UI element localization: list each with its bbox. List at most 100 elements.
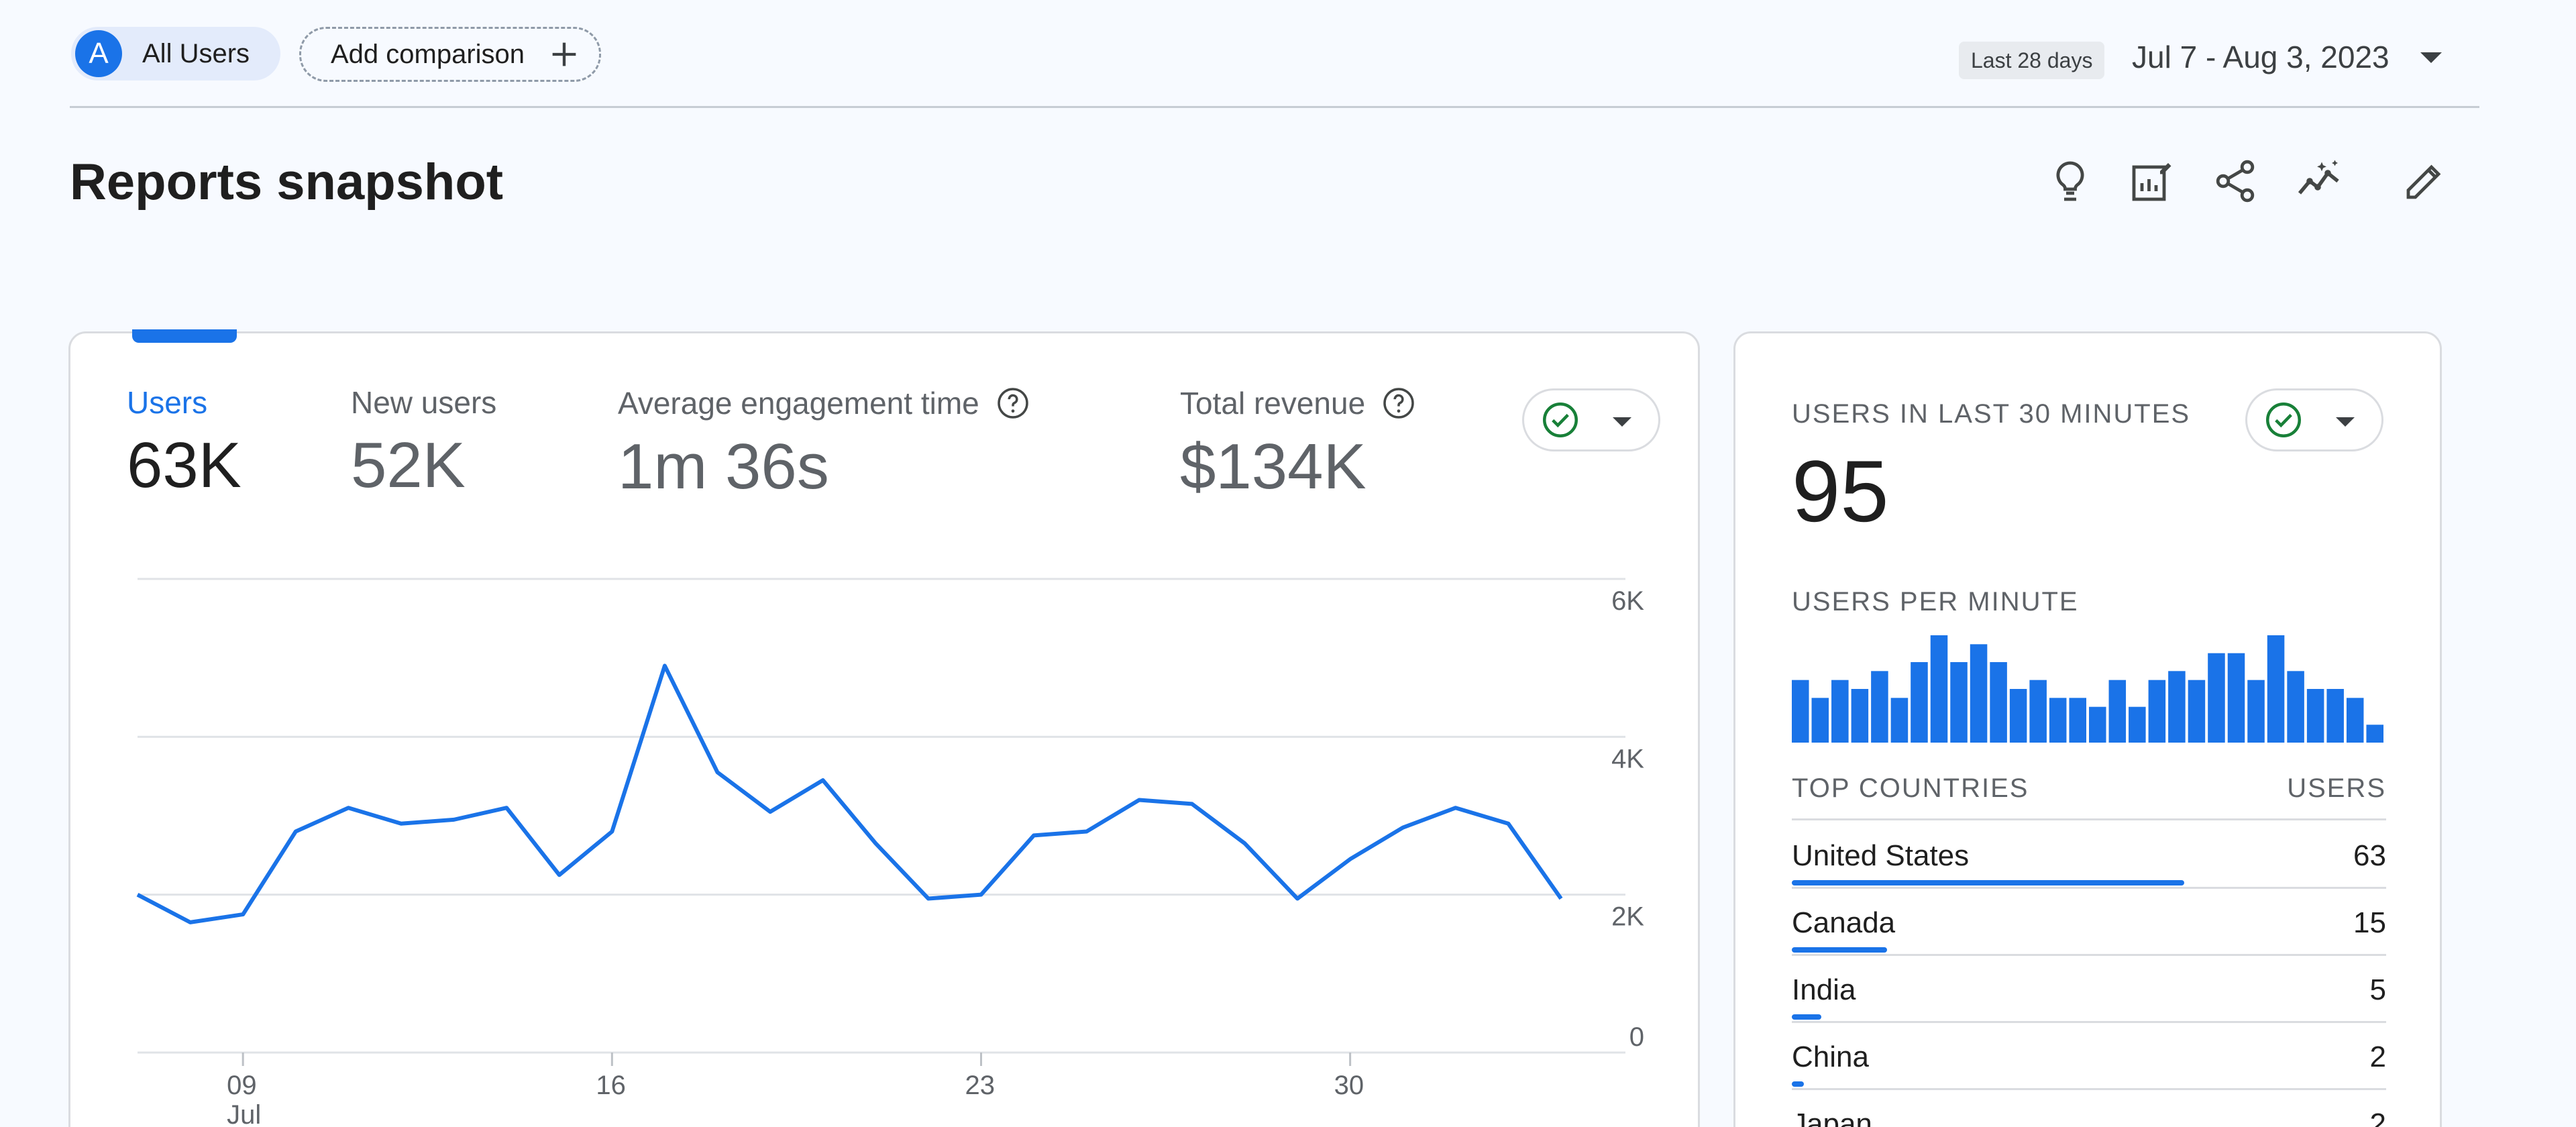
users-data-point[interactable] bbox=[340, 800, 356, 816]
edit-icon[interactable] bbox=[2396, 153, 2453, 209]
top-countries-header: TOP COUNTRIES USERS bbox=[1792, 773, 2386, 820]
users-data-point[interactable] bbox=[446, 812, 462, 828]
metric-label: New users bbox=[351, 385, 497, 420]
metric-tab-users[interactable]: Users 63K bbox=[127, 384, 241, 502]
country-share-bar bbox=[1792, 1081, 1804, 1087]
users-data-point[interactable] bbox=[129, 887, 146, 903]
per-minute-bar[interactable] bbox=[2148, 680, 2166, 743]
users-data-point[interactable] bbox=[604, 824, 620, 840]
per-minute-bar[interactable] bbox=[2247, 680, 2265, 743]
metric-tab-total-revenue[interactable]: Total revenue $134K bbox=[1180, 384, 1417, 504]
per-minute-bar[interactable] bbox=[2227, 653, 2245, 743]
y-tick-label: 6K bbox=[1611, 586, 1644, 616]
segment-chip-all-users[interactable]: A All Users bbox=[71, 27, 280, 80]
metric-tab-new-users[interactable]: New users 52K bbox=[351, 384, 496, 502]
country-name: China bbox=[1792, 1040, 1869, 1073]
users-data-point[interactable] bbox=[1289, 891, 1305, 907]
users-data-point[interactable] bbox=[657, 657, 673, 674]
users-data-point[interactable] bbox=[1236, 835, 1252, 851]
per-minute-bar[interactable] bbox=[2326, 689, 2344, 743]
users-data-point[interactable] bbox=[762, 804, 778, 820]
users-data-point[interactable] bbox=[867, 835, 883, 851]
users-data-point[interactable] bbox=[1448, 800, 1464, 816]
date-range-picker[interactable]: Jul 7 - Aug 3, 2023 bbox=[2132, 40, 2390, 74]
country-users: 63 bbox=[2353, 839, 2386, 872]
per-minute-bar[interactable] bbox=[1970, 644, 1988, 743]
users-data-point[interactable] bbox=[920, 891, 936, 907]
country-row[interactable]: Canada 15 bbox=[1792, 889, 2386, 956]
country-row[interactable]: India 5 bbox=[1792, 956, 2386, 1023]
per-minute-bar[interactable] bbox=[2306, 689, 2324, 743]
per-minute-bar[interactable] bbox=[2029, 680, 2047, 743]
add-comparison-button[interactable]: Add comparison bbox=[299, 27, 601, 82]
insights-icon[interactable] bbox=[2292, 153, 2348, 209]
users-data-point[interactable] bbox=[1131, 792, 1147, 808]
per-minute-bar[interactable] bbox=[1930, 635, 1948, 743]
share-icon[interactable] bbox=[2207, 153, 2263, 209]
metric-value: 1m 36s bbox=[618, 431, 829, 502]
per-minute-bar[interactable] bbox=[1950, 662, 1968, 743]
realtime-caption: USERS IN LAST 30 MINUTES bbox=[1792, 399, 2191, 429]
users-data-point[interactable] bbox=[1184, 796, 1200, 812]
per-minute-bar[interactable] bbox=[2049, 698, 2067, 743]
users-data-point[interactable] bbox=[1079, 824, 1095, 840]
per-minute-bar[interactable] bbox=[1831, 680, 1849, 743]
users-data-point[interactable] bbox=[1026, 827, 1042, 843]
per-minute-bar[interactable] bbox=[2168, 671, 2186, 743]
per-minute-bar[interactable] bbox=[1811, 698, 1829, 743]
data-quality-dropdown[interactable] bbox=[1522, 388, 1660, 451]
per-minute-bar[interactable] bbox=[1792, 680, 1809, 743]
help-icon[interactable] bbox=[994, 384, 1032, 422]
users-data-point[interactable] bbox=[235, 906, 251, 922]
country-row[interactable]: Japan 2 bbox=[1792, 1090, 2386, 1127]
per-minute-bar[interactable] bbox=[2069, 698, 2086, 743]
per-minute-bar[interactable] bbox=[2366, 724, 2383, 743]
per-minute-bar[interactable] bbox=[1871, 671, 1888, 743]
per-minute-bar[interactable] bbox=[2129, 706, 2146, 743]
per-minute-bar[interactable] bbox=[2208, 653, 2225, 743]
country-name: India bbox=[1792, 973, 1856, 1006]
users-data-point[interactable] bbox=[973, 887, 989, 903]
realtime-card: USERS IN LAST 30 MINUTES 95 USERS PER MI… bbox=[1733, 331, 2442, 1127]
per-minute-bar[interactable] bbox=[1911, 662, 1928, 743]
users-data-point[interactable] bbox=[393, 816, 409, 832]
per-minute-bar[interactable] bbox=[2267, 635, 2285, 743]
metric-tab-average-engagement-time[interactable]: Average engagement time 1m 36s bbox=[618, 384, 1032, 504]
country-users: 2 bbox=[2369, 1108, 2386, 1127]
per-minute-bar[interactable] bbox=[2188, 680, 2206, 743]
realtime-data-quality-dropdown[interactable] bbox=[2245, 388, 2383, 451]
help-icon[interactable] bbox=[1380, 384, 1417, 422]
per-minute-bar[interactable] bbox=[2108, 680, 2127, 743]
x-tick-label: 16 bbox=[596, 1071, 626, 1100]
country-share-bar bbox=[1792, 880, 2184, 885]
per-minute-bar[interactable] bbox=[2009, 689, 2027, 743]
users-data-point[interactable] bbox=[1553, 891, 1569, 907]
users-data-point[interactable] bbox=[288, 824, 304, 840]
customize-report-icon[interactable] bbox=[2124, 153, 2180, 209]
per-minute-bar[interactable] bbox=[2346, 698, 2364, 743]
users-data-point[interactable] bbox=[498, 800, 515, 816]
country-row[interactable]: United States 63 bbox=[1792, 822, 2386, 889]
users-data-point[interactable] bbox=[1395, 820, 1411, 836]
users-data-point[interactable] bbox=[182, 914, 199, 930]
users-column-label: USERS bbox=[2287, 773, 2386, 803]
per-minute-bar[interactable] bbox=[2089, 706, 2106, 743]
chevron-down-icon[interactable] bbox=[2420, 52, 2442, 63]
users-data-point[interactable] bbox=[815, 772, 831, 788]
per-minute-bar[interactable] bbox=[1851, 689, 1869, 743]
metric-label-row: Total revenue bbox=[1180, 384, 1417, 422]
users-data-point[interactable] bbox=[1342, 851, 1358, 867]
users-data-point[interactable] bbox=[1500, 816, 1516, 832]
realtime-users-value: 95 bbox=[1792, 442, 1889, 540]
lightbulb-icon[interactable] bbox=[2042, 153, 2098, 209]
users-data-point[interactable] bbox=[710, 764, 726, 780]
per-minute-bar[interactable] bbox=[1990, 662, 2007, 743]
metric-value: 52K bbox=[351, 429, 466, 501]
users-data-point[interactable] bbox=[551, 867, 568, 883]
users-per-minute-caption: USERS PER MINUTE bbox=[1792, 587, 2079, 616]
country-name: Japan bbox=[1792, 1108, 1872, 1127]
per-minute-bar[interactable] bbox=[1890, 698, 1909, 743]
country-row[interactable]: China 2 bbox=[1792, 1023, 2386, 1090]
users-per-minute-bar-chart bbox=[1792, 635, 2383, 743]
per-minute-bar[interactable] bbox=[2287, 671, 2304, 743]
